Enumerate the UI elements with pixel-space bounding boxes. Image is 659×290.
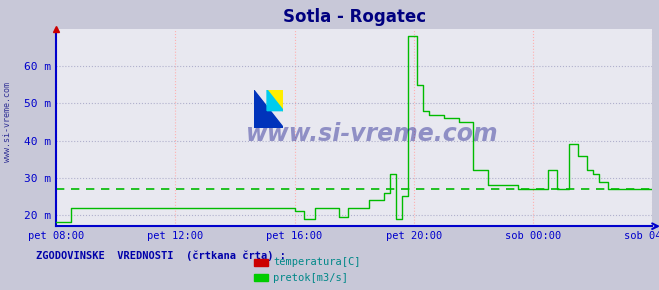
Polygon shape: [267, 90, 283, 110]
Text: www.si-vreme.com: www.si-vreme.com: [3, 82, 13, 162]
Polygon shape: [254, 90, 283, 128]
Text: www.si-vreme.com: www.si-vreme.com: [246, 122, 498, 146]
Text: temperatura[C]: temperatura[C]: [273, 258, 361, 267]
Text: ZGODOVINSKE  VREDNOSTI  (črtkana črta) :: ZGODOVINSKE VREDNOSTI (črtkana črta) :: [36, 251, 286, 261]
Polygon shape: [267, 90, 283, 110]
Title: Sotla - Rogatec: Sotla - Rogatec: [283, 8, 426, 26]
Text: pretok[m3/s]: pretok[m3/s]: [273, 273, 349, 282]
